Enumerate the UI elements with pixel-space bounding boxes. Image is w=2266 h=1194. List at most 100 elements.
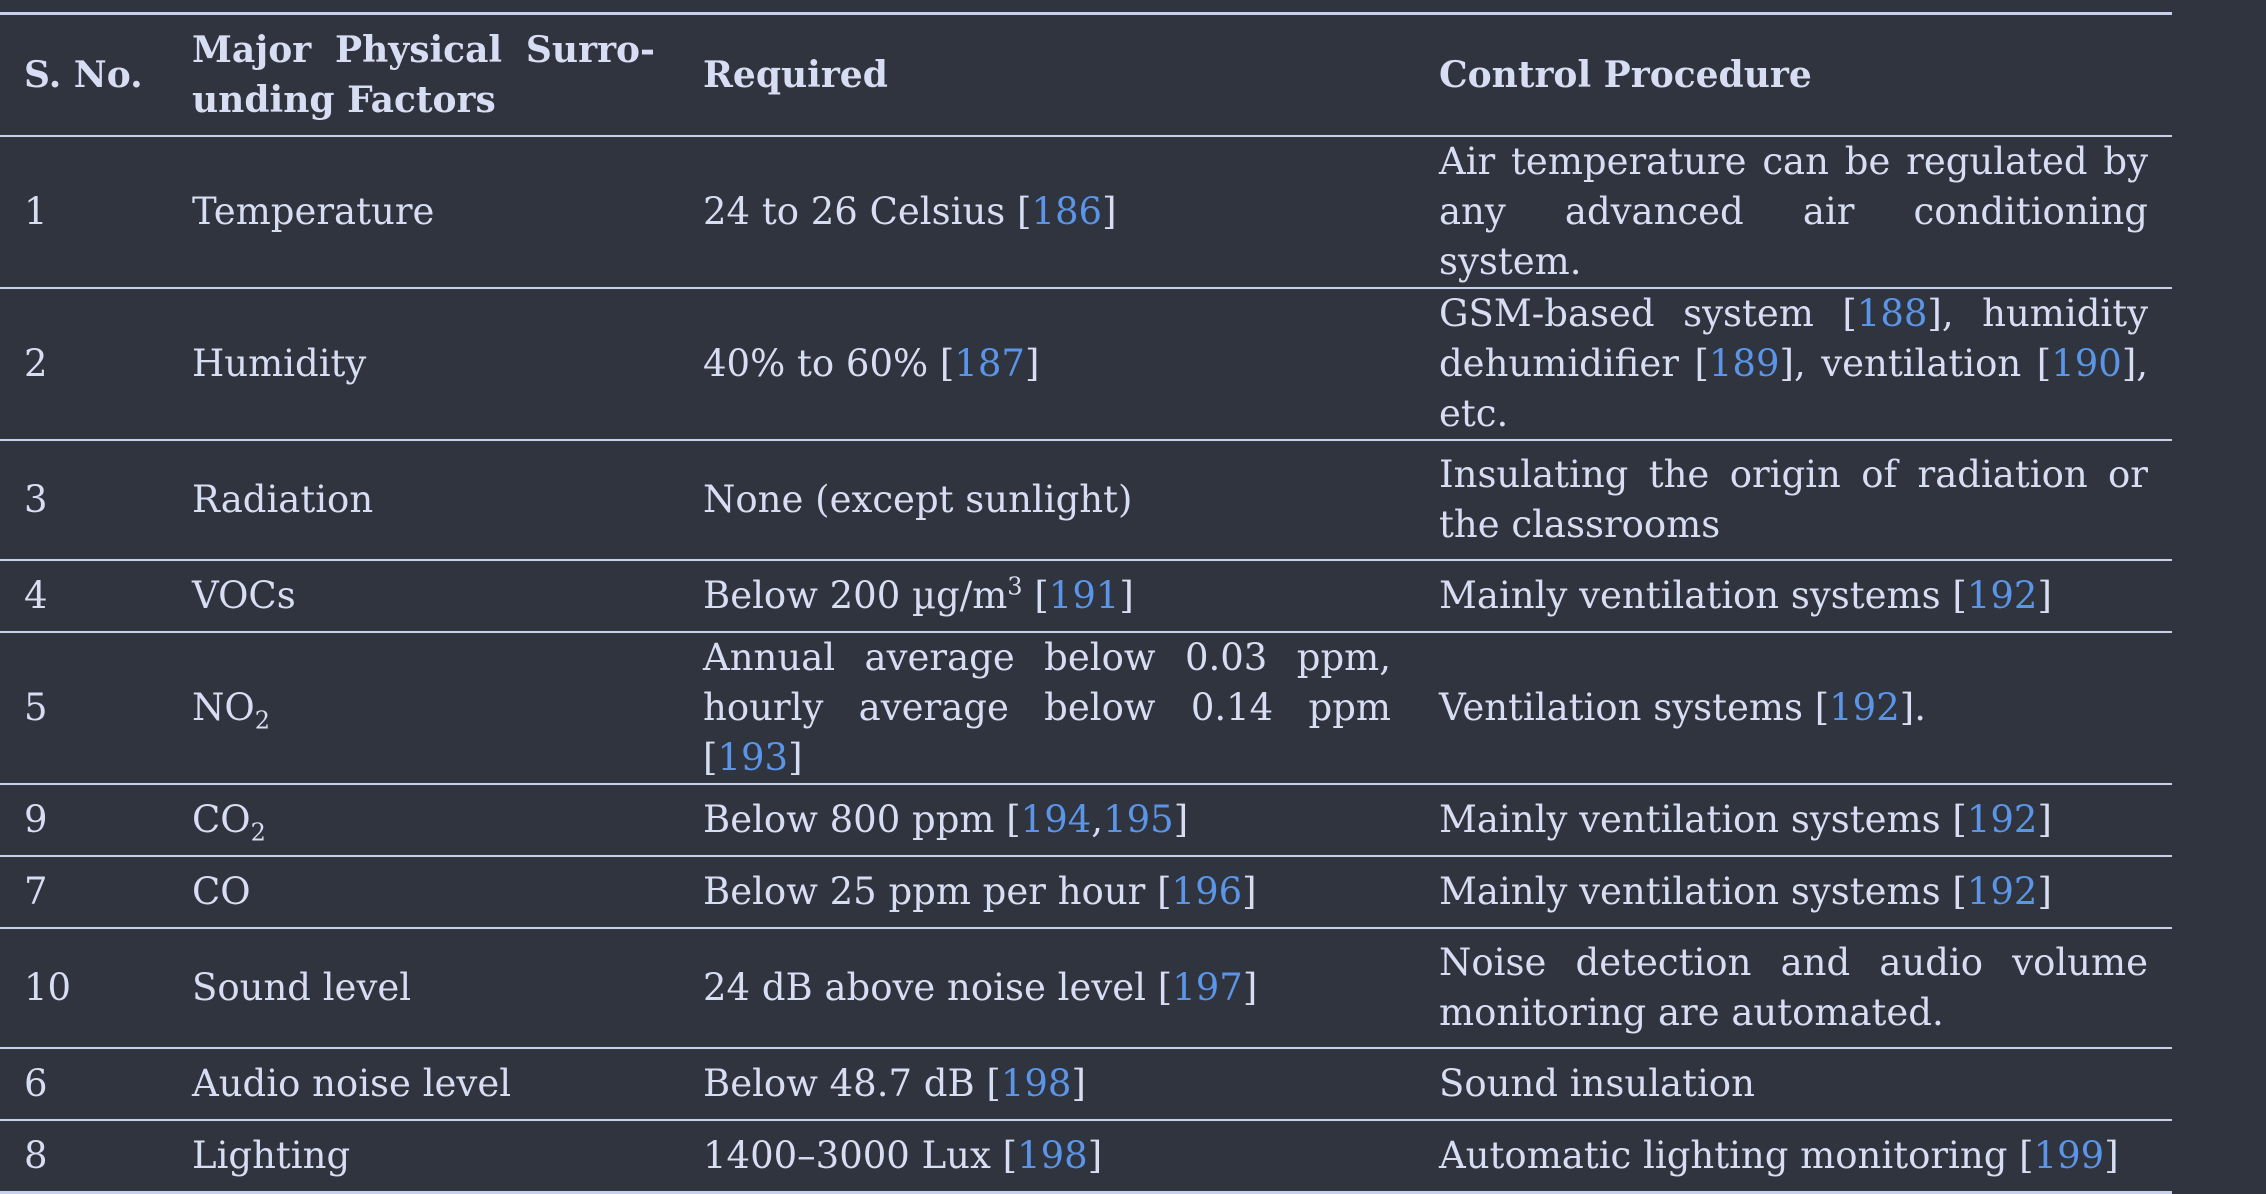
cell-required: Below 25 ppm per hour [196] [679, 856, 1415, 928]
cell-text: ], etc. [1439, 342, 2149, 435]
header-factor-line1: Major Physical Surro- [192, 29, 655, 71]
cell-required: Below 200 µg/m3 [191] [679, 560, 1415, 632]
cell-text: 40% to 60% [ [703, 342, 955, 385]
cell-text: Automatic lighting monitoring [ [1439, 1134, 2034, 1177]
cell-text: Below 25 ppm per hour [ [703, 870, 1172, 913]
header-required: Required [703, 54, 888, 96]
citation-link[interactable]: 192 [1966, 798, 2038, 841]
physical-factors-table: S. No. Major Physical Surro- unding Fact… [0, 12, 2172, 1194]
header-sno: S. No. [24, 54, 143, 96]
cell-required: None (except sunlight) [679, 440, 1415, 560]
cell-required: Below 800 ppm [194,195] [679, 784, 1415, 856]
cell-factor: VOCs [168, 560, 679, 632]
table-row: 9 CO2 Below 800 ppm [194,195] Mainly ventil… [0, 784, 2172, 856]
header-factor-line2: unding Factors [192, 79, 496, 121]
cell-text: Below 200 µg/m [703, 574, 1008, 617]
cell-factor: CO2 [168, 784, 679, 856]
cell-text: ] [1173, 798, 1189, 841]
citation-link[interactable]: 199 [2033, 1134, 2105, 1177]
factor-name: Temperature [192, 190, 435, 233]
cell-text: Noise detection and audio volume monitor… [1439, 941, 2148, 1034]
citation-link[interactable]: 191 [1048, 574, 1120, 617]
factor-name: CO [192, 870, 251, 913]
table-row: 3 Radiation None (except sunlight) Insulati… [0, 440, 2172, 560]
citation-link[interactable]: 190 [2051, 342, 2122, 385]
citation-link[interactable]: 194 [1020, 798, 1092, 841]
factor-name: Audio noise level [192, 1062, 512, 1105]
cell-factor: Radiation [168, 440, 679, 560]
header-control: Control Procedure [1439, 54, 1812, 96]
cell-control: GSM-based system [188], humidity dehumid… [1415, 288, 2172, 440]
cell-text: Below 48.7 dB [ [703, 1062, 1001, 1105]
table-row: 1 Temperature 24 to 26 Celsius [186] Air te… [0, 136, 2172, 288]
factor-name: Humidity [192, 342, 367, 385]
citation-link[interactable]: 197 [1172, 966, 1243, 1009]
citation-link[interactable]: 189 [1708, 342, 1780, 385]
cell-required: Below 48.7 dB [198] [679, 1048, 1415, 1120]
cell-text: ] [2037, 798, 2052, 841]
table-row: 8 Lighting 1400–3000 Lux [198] Automatic li… [0, 1120, 2172, 1193]
header-row: S. No. Major Physical Surro- unding Fact… [0, 13, 2172, 137]
cell-factor: Humidity [168, 288, 679, 440]
table-row: 5 NO2 Annual average below 0.03 ppm, hourl… [0, 632, 2172, 784]
cell-text: ] [788, 736, 803, 779]
factor-name: NO [192, 686, 255, 729]
cell-control: Sound insulation [1415, 1048, 2172, 1120]
cell-text: GSM-based system [ [1439, 292, 1857, 335]
cell-control: Automatic lighting monitoring [199] [1415, 1120, 2172, 1193]
citation-link[interactable]: 198 [1000, 1062, 1072, 1105]
cell-sno: 4 [24, 574, 48, 617]
cell-sno: 5 [24, 686, 48, 729]
table-row: 10 Sound level 24 dB above noise level [19… [0, 928, 2172, 1048]
cell-text: , [1091, 798, 1104, 841]
factors-table-container: S. No. Major Physical Surro- unding Fact… [0, 12, 2172, 1194]
cell-text: ] [1024, 342, 1040, 385]
cell-control: Air temperature can be regulated by any … [1415, 136, 2172, 288]
citation-link[interactable]: 195 [1103, 798, 1174, 841]
citation-link[interactable]: 196 [1171, 870, 1243, 913]
cell-control: Insulating the origin of radiation or th… [1415, 440, 2172, 560]
cell-sno: 3 [24, 478, 48, 521]
cell-factor: NO2 [168, 632, 679, 784]
cell-factor: Sound level [168, 928, 679, 1048]
cell-text: Sound insulation [1439, 1062, 1755, 1105]
table-header: S. No. Major Physical Surro- unding Fact… [0, 13, 2172, 137]
table-row: 2 Humidity 40% to 60% [187] GSM-based syste… [0, 288, 2172, 440]
cell-text: Ventilation systems [ [1439, 686, 1830, 729]
cell-sno: 10 [24, 966, 72, 1009]
cell-text: ], humidity dehumidifier [ [1439, 292, 2148, 385]
citation-link[interactable]: 192 [1966, 574, 2038, 617]
factor-subscript: 2 [254, 706, 270, 735]
citation-link[interactable]: 192 [1966, 870, 2038, 913]
cell-sno: 1 [24, 190, 48, 233]
cell-control: Ventilation systems [192]. [1415, 632, 2172, 784]
citation-link[interactable]: 187 [954, 342, 1025, 385]
citation-link[interactable]: 186 [1031, 190, 1103, 233]
cell-text: ] [1087, 1134, 1103, 1177]
cell-text: ] [1242, 966, 1258, 1009]
citation-link[interactable]: 192 [1829, 686, 1900, 729]
cell-control: Mainly ventilation systems [192] [1415, 856, 2172, 928]
table-row: 7 CO Below 25 ppm per hour [196] Mainly ven… [0, 856, 2172, 928]
cell-text: Annual average below 0.03 ppm, hourly av… [703, 636, 1391, 779]
cell-sno: 8 [24, 1134, 48, 1177]
cell-text: 24 dB above noise level [ [703, 966, 1173, 1009]
cell-control: Mainly ventilation systems [192] [1415, 560, 2172, 632]
factor-subscript: 2 [250, 818, 266, 847]
cell-text: ], ventilation [ [1779, 342, 2052, 385]
cell-text: None (except sunlight) [703, 478, 1133, 521]
table-row: 6 Audio noise level Below 48.7 dB [198] Sou… [0, 1048, 2172, 1120]
header-factor: Major Physical Surro- unding Factors [168, 14, 679, 137]
cell-required: 24 dB above noise level [197] [679, 928, 1415, 1048]
cell-factor: Temperature [168, 136, 679, 288]
citation-link[interactable]: 198 [1017, 1134, 1088, 1177]
cell-text: ] [1242, 870, 1257, 913]
cell-text: Mainly ventilation systems [ [1439, 798, 1967, 841]
factor-name: Radiation [192, 478, 374, 521]
citation-link[interactable]: 193 [717, 736, 789, 779]
cell-text: 1400–3000 Lux [ [703, 1134, 1018, 1177]
cell-text: [ [1022, 574, 1049, 617]
factor-name: CO [192, 798, 251, 841]
citation-link[interactable]: 188 [1856, 292, 1928, 335]
cell-sno: 9 [24, 798, 48, 841]
